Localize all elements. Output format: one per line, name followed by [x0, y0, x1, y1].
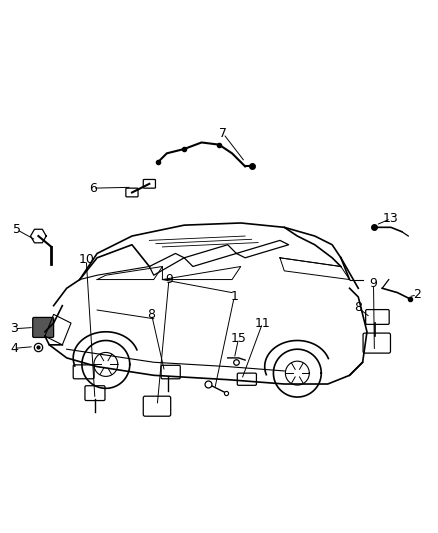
- Text: 15: 15: [231, 332, 247, 345]
- Text: 5: 5: [13, 223, 21, 236]
- Text: 6: 6: [89, 182, 97, 195]
- FancyBboxPatch shape: [126, 188, 138, 197]
- Text: 9: 9: [165, 273, 173, 286]
- Text: 10: 10: [78, 254, 94, 266]
- Text: 4: 4: [11, 342, 18, 355]
- FancyBboxPatch shape: [161, 365, 180, 379]
- FancyBboxPatch shape: [366, 310, 389, 325]
- FancyBboxPatch shape: [363, 333, 391, 353]
- FancyBboxPatch shape: [143, 180, 155, 188]
- FancyBboxPatch shape: [85, 386, 105, 400]
- Text: 8: 8: [148, 308, 155, 321]
- Text: 11: 11: [254, 317, 270, 329]
- Text: 2: 2: [413, 288, 421, 301]
- FancyBboxPatch shape: [33, 318, 53, 337]
- Text: 9: 9: [370, 277, 378, 290]
- FancyBboxPatch shape: [237, 373, 256, 385]
- Text: 3: 3: [11, 322, 18, 335]
- FancyBboxPatch shape: [73, 365, 94, 379]
- Text: 13: 13: [383, 212, 399, 225]
- Text: 7: 7: [219, 127, 227, 140]
- Text: 8: 8: [354, 301, 362, 314]
- Text: 1: 1: [230, 290, 238, 303]
- FancyBboxPatch shape: [143, 396, 171, 416]
